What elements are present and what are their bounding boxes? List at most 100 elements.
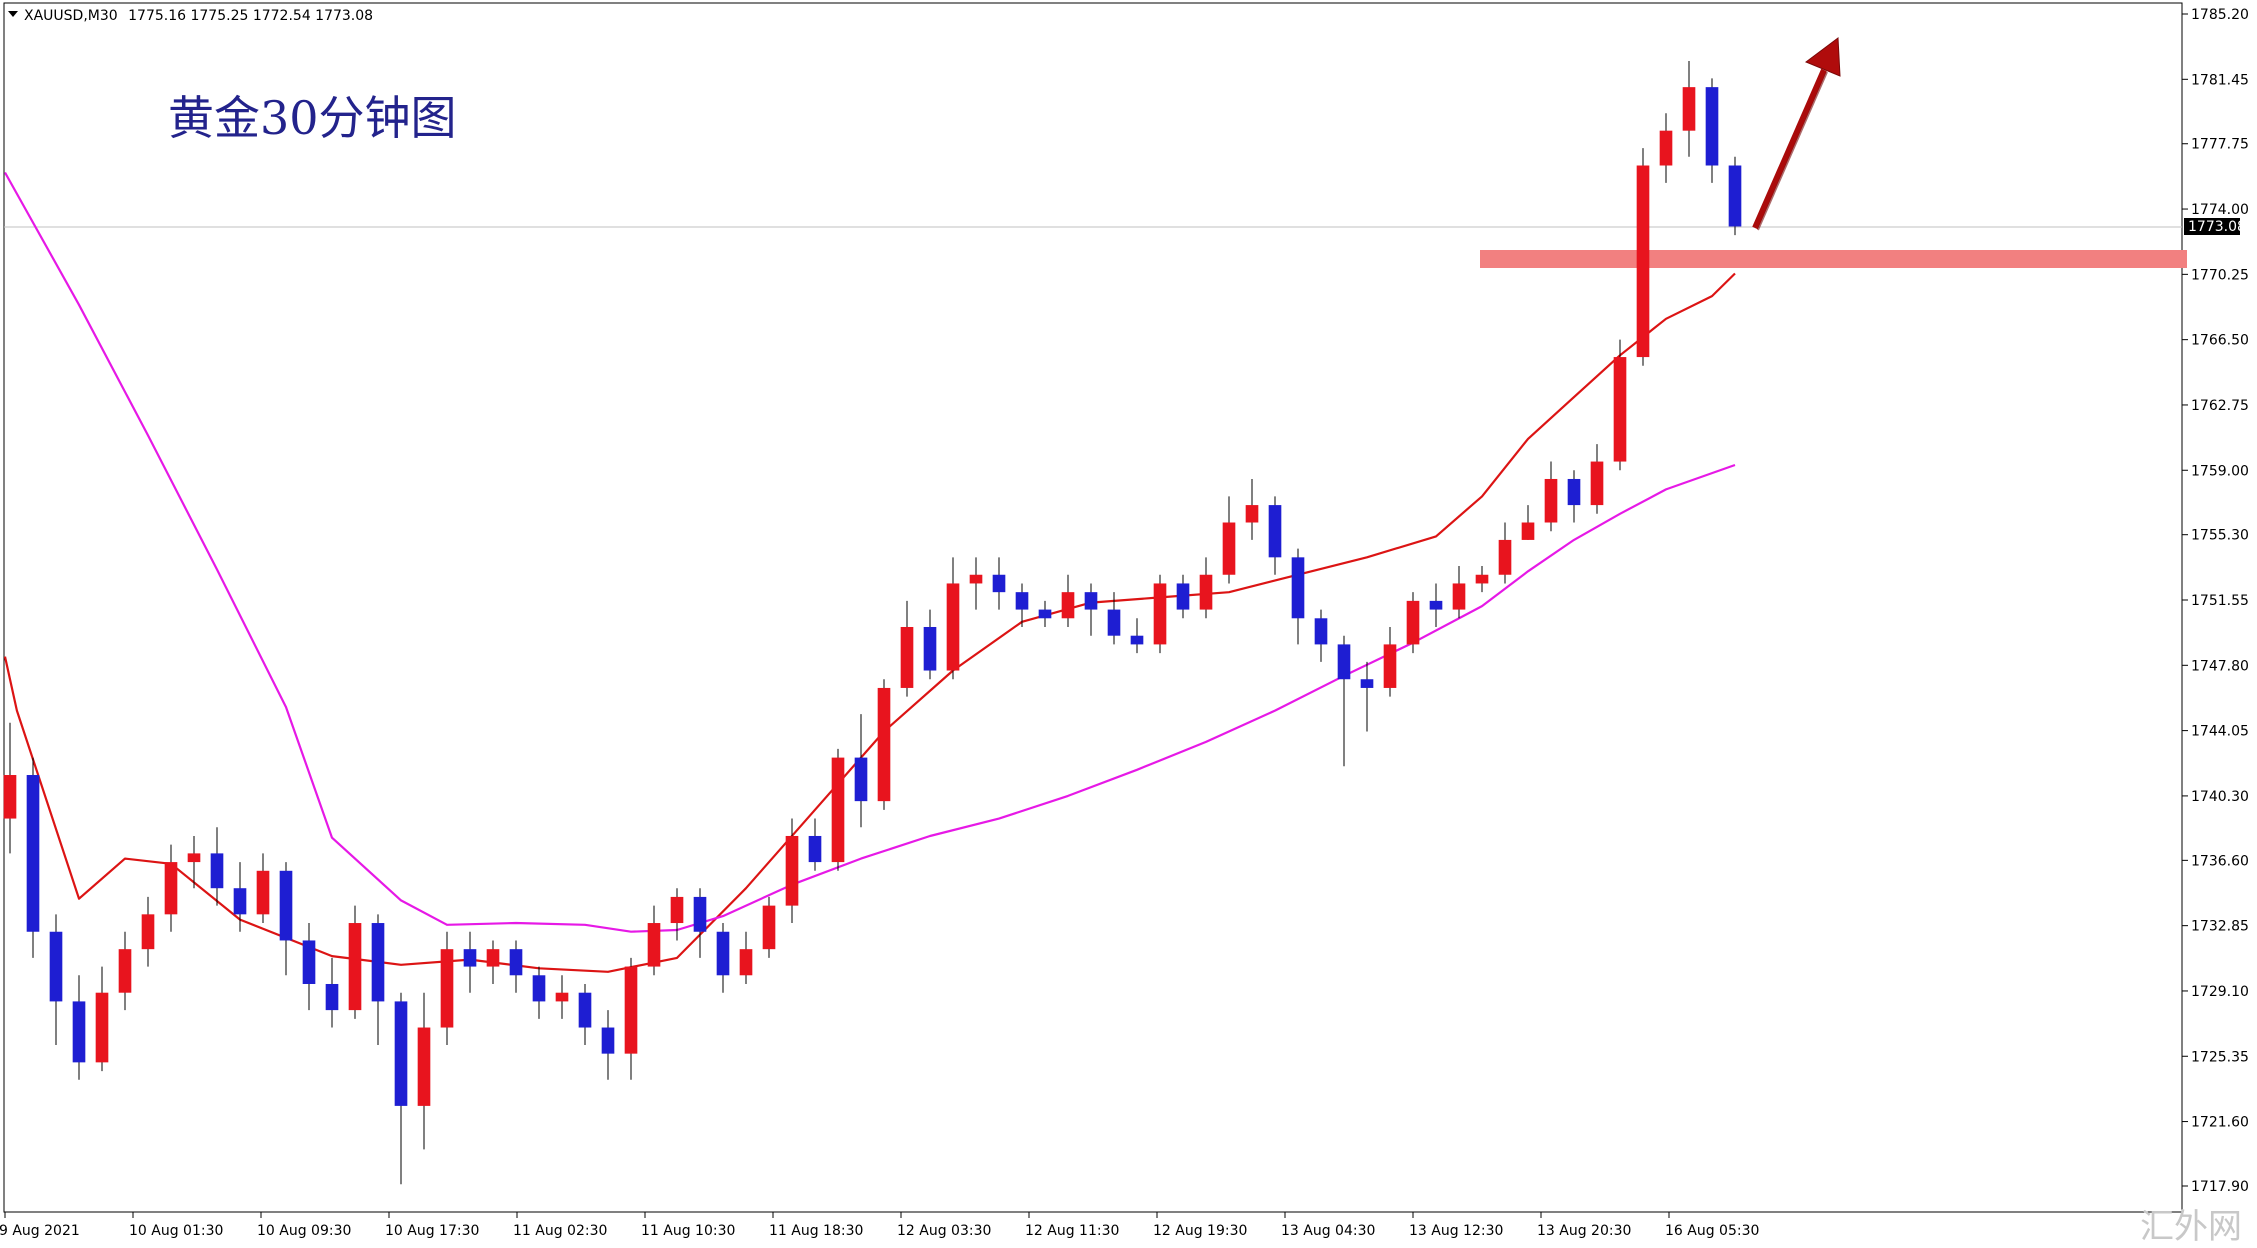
candle-body [1429,600,1443,610]
x-tick-label: 9 Aug 2021 [0,1223,80,1239]
candle [1337,635,1351,767]
candle-body [1245,505,1259,523]
candle [1314,609,1328,662]
candle-body [394,1001,408,1106]
candle-body [923,626,937,671]
candle [1015,583,1029,627]
candle [164,844,178,932]
x-tick-label: 16 Aug 05:30 [1665,1223,1759,1239]
time-axis: 9 Aug 2021 10 Aug 01:30 10 Aug 09:30 10 Aug… [0,1212,1759,1239]
candle [1291,548,1305,645]
candle-body [716,931,730,976]
candle-body [1015,592,1029,610]
candle-body [762,905,776,950]
candle [1406,592,1420,654]
candle-body [1705,87,1719,166]
candle-body [1590,461,1604,506]
candle [1061,574,1075,627]
candle [486,940,500,984]
candle [1199,557,1213,619]
candle [1705,78,1719,183]
candle-body [877,687,891,802]
candle [923,609,937,680]
moving-averages [3,171,1736,973]
candle-body [1038,609,1052,619]
y-tick-label: 1759.00 [2191,463,2249,479]
candle [1728,156,1742,236]
candle [371,914,385,1045]
candle [969,557,983,610]
candle [49,914,63,1045]
y-tick-label: 1755.30 [2191,528,2249,544]
candle-body [1061,592,1075,619]
candle [210,827,224,906]
candle [1245,478,1259,540]
candle-body [578,992,592,1028]
candle [394,992,408,1185]
x-tick-label: 12 Aug 19:30 [1153,1223,1247,1239]
candle-body [3,775,17,819]
y-tick-label: 1717.90 [2191,1179,2249,1195]
candle-body [1498,539,1512,575]
candle [1544,461,1558,532]
y-tick-label: 1781.45 [2191,72,2249,88]
candle-body [1084,592,1098,610]
candle-body [440,949,454,1028]
candle-body [555,992,569,1002]
triangle-down-icon[interactable] [8,11,18,17]
candle [831,748,845,871]
x-tick-label: 12 Aug 03:30 [897,1223,991,1239]
candle [187,835,201,889]
candle-body [302,940,316,984]
x-tick-label: 13 Aug 04:30 [1281,1223,1375,1239]
x-tick-label: 10 Aug 01:30 [129,1223,223,1239]
y-tick-label: 1770.25 [2191,267,2249,283]
candle [693,888,707,958]
candle [670,888,684,941]
ma-line-2 [4,171,1736,933]
candle-body [95,992,109,1063]
candle [1567,470,1581,523]
candle [739,931,753,984]
y-tick-label: 1766.50 [2191,333,2249,349]
y-tick-label: 1747.80 [2191,658,2249,674]
candle [233,862,247,932]
candle-body [670,896,684,924]
candle [555,975,569,1019]
candle [1153,574,1167,654]
candle-body [325,983,339,1011]
candle [95,966,109,1072]
symbol-header: XAUUSD,M30 1775.16 1775.25 1772.54 1773.… [24,8,373,24]
x-tick-label: 13 Aug 20:30 [1537,1223,1631,1239]
current-price-tag: 1773.08 [2184,218,2246,235]
x-tick-label: 10 Aug 17:30 [385,1223,479,1239]
candle [279,862,293,976]
y-tick-label: 1721.60 [2191,1115,2249,1131]
candle-body [1383,644,1397,688]
candle-body [969,574,983,584]
candle-body [1314,618,1328,645]
candle-body [49,931,63,1002]
candle-body [1107,609,1121,636]
candle [72,975,86,1080]
candle [762,896,776,958]
candle [325,957,339,1028]
candle-body [532,975,546,1002]
candle [1429,583,1443,627]
candle-body [900,626,914,688]
candle-body [992,574,1006,593]
candle [463,931,477,993]
candle-body [1659,130,1673,166]
svg-text:1773.08: 1773.08 [2188,219,2246,235]
x-tick-label: 13 Aug 12:30 [1409,1223,1503,1239]
candles [3,61,1742,1185]
candle [1268,496,1282,575]
price-axis: 1785.20 1781.45 1777.75 1774.00 1770.25 1766.… [2182,7,2249,1195]
candle [118,931,132,1011]
candle-body [1452,583,1466,610]
candle-body [164,862,178,915]
candle-body [1130,635,1144,645]
candle-body [601,1027,615,1054]
candle-body [486,949,500,967]
candle [1038,600,1052,627]
